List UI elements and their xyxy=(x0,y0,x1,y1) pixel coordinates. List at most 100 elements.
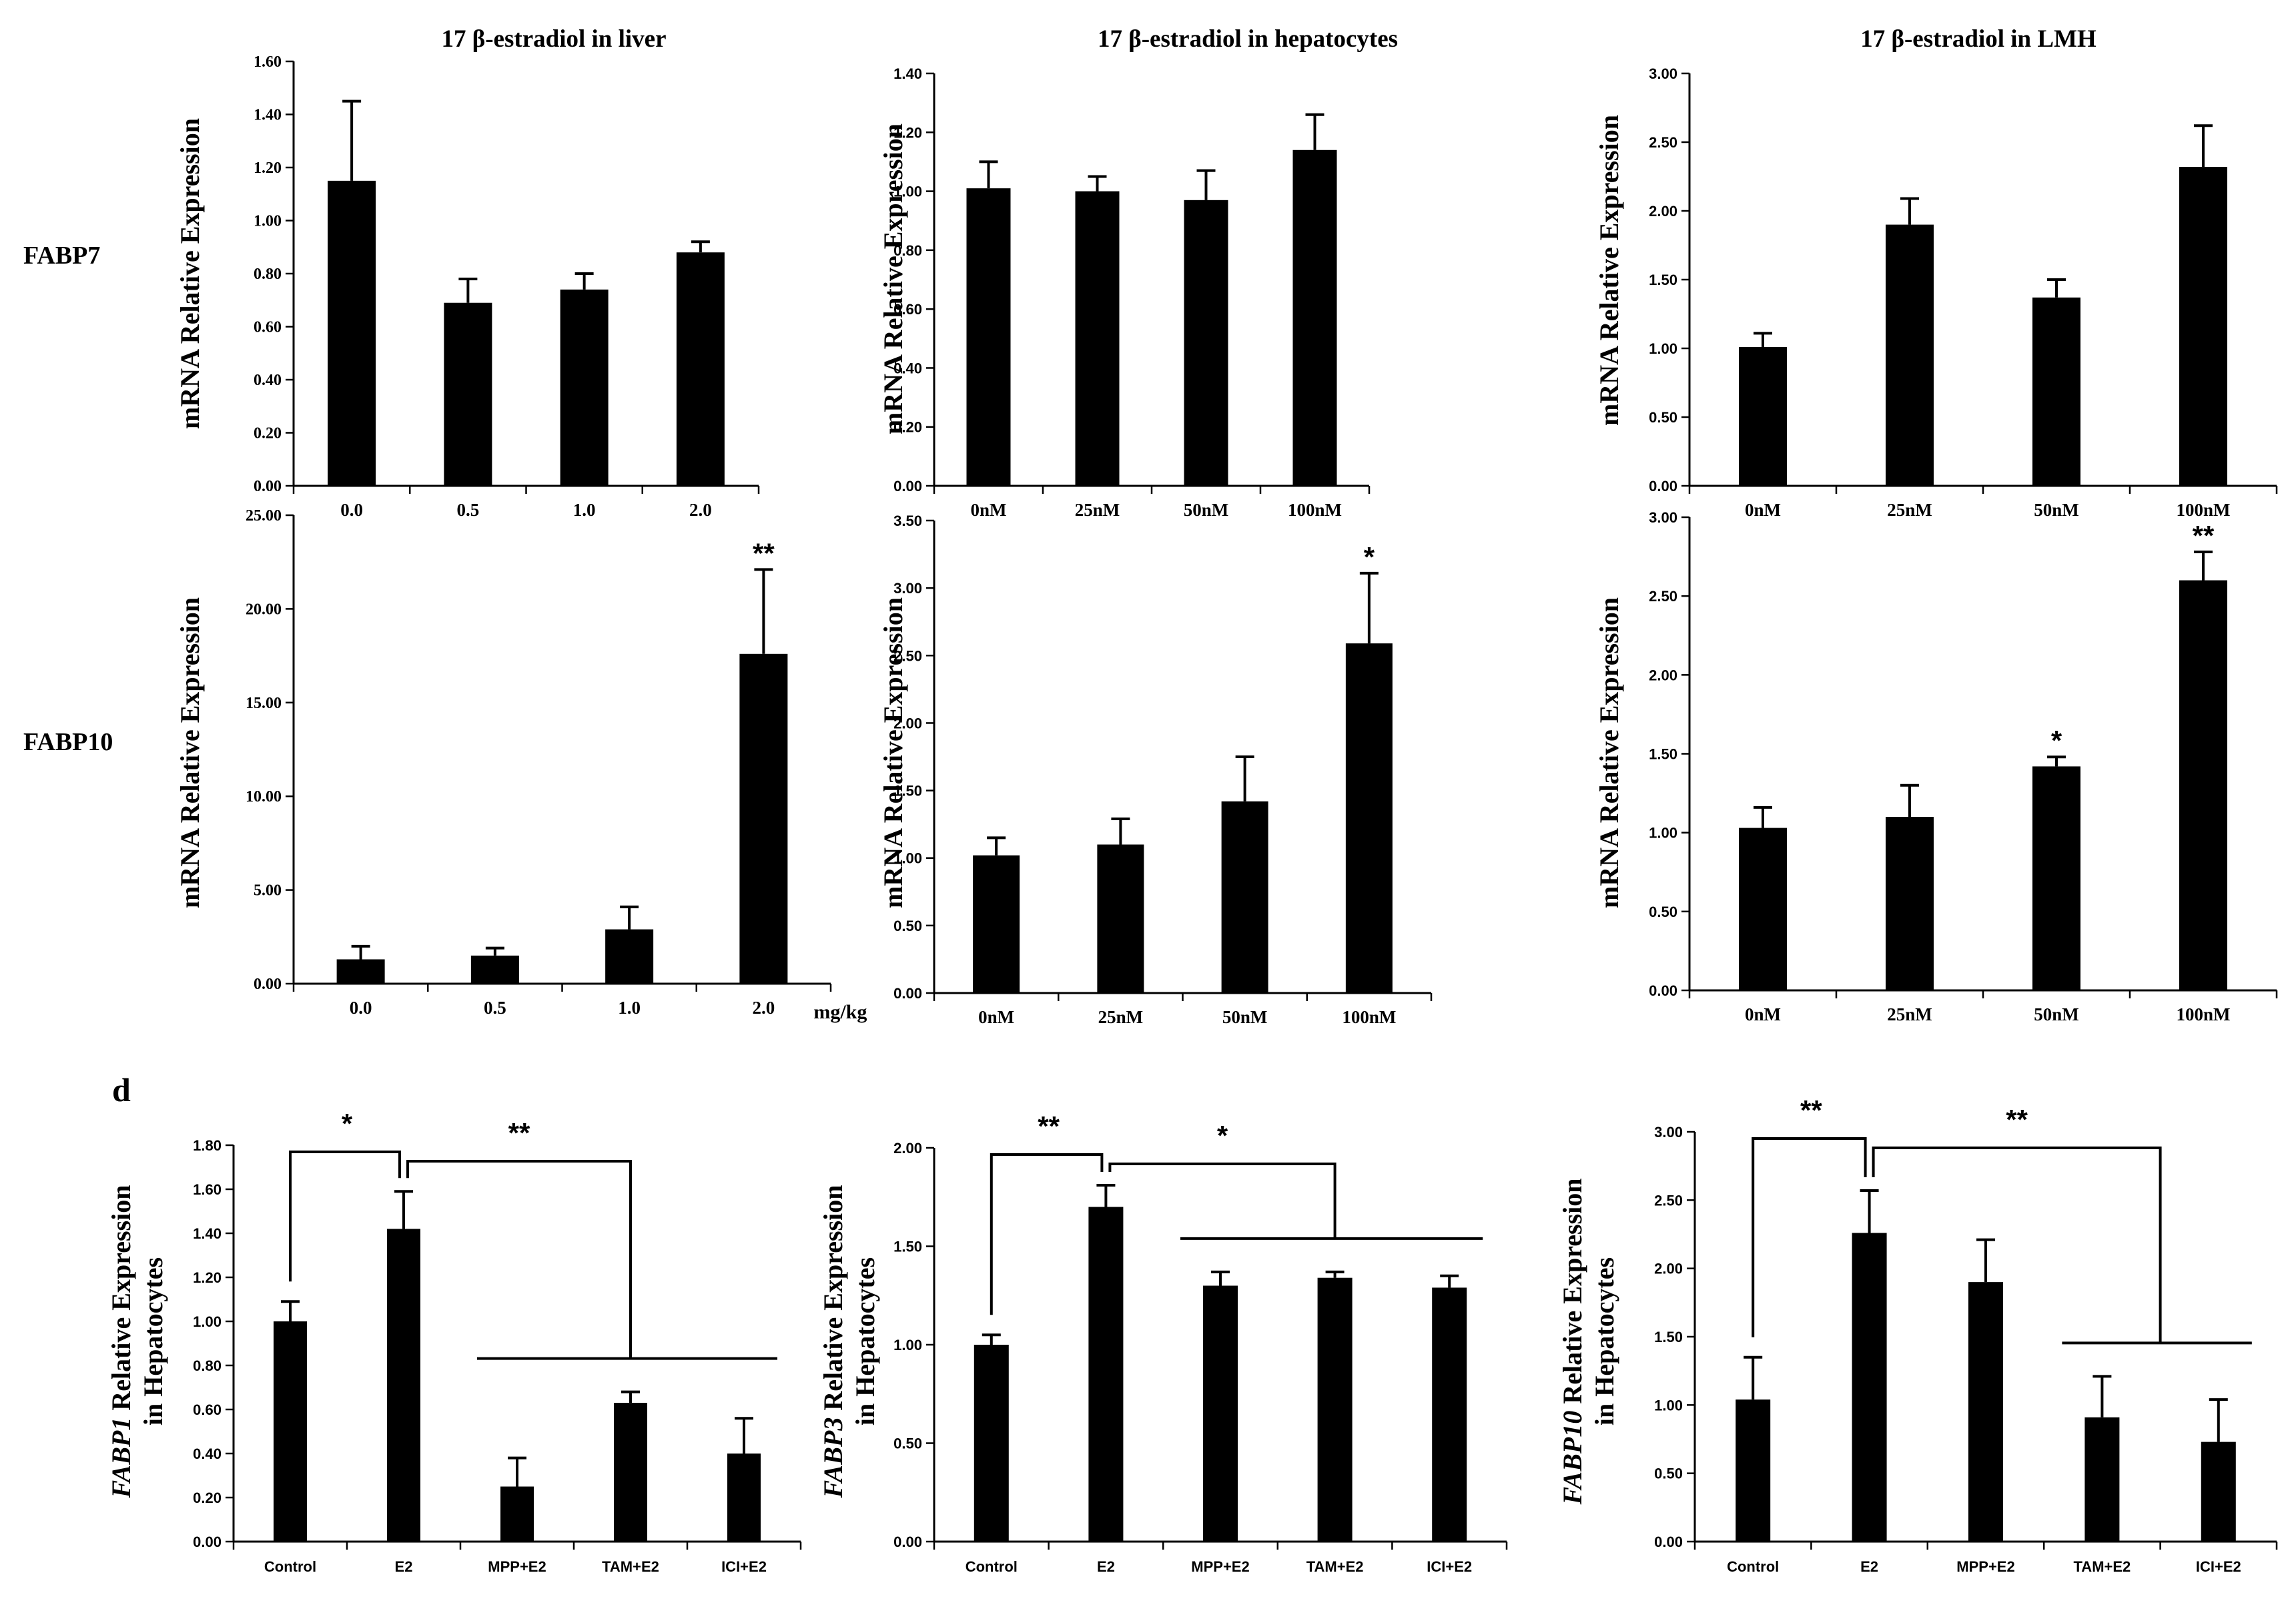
bar xyxy=(1886,817,1934,990)
y-tick-label: 3.00 xyxy=(1649,65,1677,82)
x-tick-label: E2 xyxy=(1860,1558,1878,1575)
y-tick-label: 1.40 xyxy=(893,65,922,82)
x-tick-label: TAM+E2 xyxy=(2074,1558,2131,1575)
y-tick-label: 0.20 xyxy=(254,425,282,442)
y-tick-label: 1.00 xyxy=(893,850,922,867)
x-tick-label: 1.0 xyxy=(573,500,596,520)
y-tick-label: 0.00 xyxy=(893,1534,922,1550)
y-axis-label: mRNA Relative Expression xyxy=(1594,115,1624,426)
y-tick-label: 2.50 xyxy=(1654,1192,1683,1209)
x-tick-label: 2.0 xyxy=(753,998,775,1018)
row-label-fabp10: FABP10 xyxy=(23,728,113,756)
y-axis-label: FABP1 Relative Expression xyxy=(106,1185,136,1499)
y-tick-label: 0.00 xyxy=(254,478,282,495)
comparison-bracket xyxy=(406,1160,632,1359)
x-tick-label: 0.5 xyxy=(457,500,480,520)
chart-title: 17 β-estradiol in hepatocytes xyxy=(1098,25,1398,53)
x-tick-label: MPP+E2 xyxy=(1191,1558,1249,1575)
bar xyxy=(739,653,788,984)
y-tick-label: 0.00 xyxy=(893,478,922,495)
row-label-fabp7: FABP7 xyxy=(23,242,100,270)
x-tick-label: 0nM xyxy=(1745,1004,1781,1024)
y-tick-label: 2.50 xyxy=(893,647,922,664)
bar xyxy=(1075,191,1120,486)
y-axis-label: mRNA Relative Expression xyxy=(1594,597,1624,908)
chart-fabp10-hepatocytes: 0.00 0.50 1.00 1.50 2.00 2.50 3.00 3.50 0nM 25nM 5… xyxy=(878,513,1433,1027)
y-axis-label-line2: in Hepatocytes xyxy=(850,1257,880,1425)
x-tick-label: 0nM xyxy=(978,1007,1014,1027)
bar xyxy=(1886,224,1934,486)
comparison-label: * xyxy=(342,1108,353,1139)
y-axis-gene: FABP3 xyxy=(818,1417,848,1499)
y-tick-label: 5.00 xyxy=(254,882,282,900)
significance-label: ** xyxy=(753,537,775,569)
bar xyxy=(1739,828,1787,990)
bar xyxy=(328,180,376,486)
comparison-label: ** xyxy=(2006,1104,2028,1135)
y-axis-label: FABP10 Relative Expression xyxy=(1557,1179,1587,1506)
y-tick-label: 10.00 xyxy=(246,788,282,806)
bar xyxy=(470,955,519,984)
chart-title: 17 β-estradiol in liver xyxy=(441,25,666,53)
x-tick-label: Control xyxy=(1727,1558,1779,1575)
y-tick-label: 0.00 xyxy=(1649,478,1677,495)
x-tick-label: 100nM xyxy=(1288,500,1342,520)
y-tick-label: 0.40 xyxy=(193,1446,222,1462)
chart-fabp1-treatments: 0.00 0.20 0.40 0.60 0.80 1.00 1.20 1.40 1.60 1.80… xyxy=(106,1108,802,1575)
x-tick-label: MPP+E2 xyxy=(488,1558,546,1575)
y-tick-label: 1.00 xyxy=(893,1337,922,1353)
y-tick-label: 1.60 xyxy=(193,1181,222,1198)
y-axis-label: mRNA Relative Expression xyxy=(175,597,205,908)
bar xyxy=(974,1345,1009,1542)
chart-fabp3-treatments: 0.00 0.50 1.00 1.50 2.00 Control E2 MPP+E2 TAM+E… xyxy=(818,1110,1508,1575)
y-tick-label: 1.50 xyxy=(893,783,922,800)
y-tick-label: 0.50 xyxy=(893,1435,922,1452)
y-axis-label-rest: Relative Expression xyxy=(1557,1179,1587,1411)
significance-label: * xyxy=(2051,725,2062,756)
y-axis-label: mRNA Relative Expression xyxy=(175,118,205,429)
bar xyxy=(1317,1277,1353,1542)
x-tick-label: Control xyxy=(966,1558,1018,1575)
y-tick-label: 0.20 xyxy=(193,1490,222,1506)
x-tick-label: 1.0 xyxy=(618,998,641,1018)
y-tick-label: 0.50 xyxy=(1654,1466,1683,1482)
y-tick-label: 1.00 xyxy=(254,213,282,230)
chart-fabp7-lmh: 0.00 0.50 1.00 1.50 2.00 2.50 3.00 0nM 25nM 50nM 1… xyxy=(1594,25,2278,520)
y-tick-label: 1.00 xyxy=(1649,340,1677,357)
y-tick-label: 0.40 xyxy=(254,372,282,389)
y-tick-label: 1.00 xyxy=(1654,1397,1683,1413)
y-tick-label: 25.00 xyxy=(246,507,282,525)
x-tick-label: 25nM xyxy=(1075,500,1120,520)
x-tick-label: ICI+E2 xyxy=(2196,1558,2241,1575)
bar xyxy=(1852,1233,1887,1542)
panel-label-d: d xyxy=(112,1071,131,1108)
comparison-label: * xyxy=(1217,1120,1228,1151)
y-tick-label: 0.00 xyxy=(254,976,282,993)
x-axis-unit-label: mg/kg xyxy=(813,1001,867,1023)
y-tick-label: 1.60 xyxy=(254,53,282,71)
bar xyxy=(614,1403,647,1542)
y-tick-label: 0.20 xyxy=(893,419,922,436)
x-tick-label: TAM+E2 xyxy=(602,1558,659,1575)
y-axis-gene: FABP1 xyxy=(106,1417,136,1499)
x-tick-label: 0nM xyxy=(1745,500,1781,520)
y-tick-label: 1.80 xyxy=(193,1137,222,1154)
bar xyxy=(1739,346,1787,486)
bar xyxy=(676,252,725,486)
comparison-bracket xyxy=(990,1153,1104,1315)
chart-fabp10-lmh: 0.00 0.50 1.00 1.50 2.00 2.50 3.00 0nM 25nM 50nM *… xyxy=(1594,509,2278,1024)
y-tick-label: 1.00 xyxy=(193,1313,222,1330)
bar xyxy=(1968,1282,2003,1542)
x-tick-label: 0.0 xyxy=(340,500,363,520)
chart-fabp10-liver: 0.00 5.00 10.00 15.00 20.00 25.00 0.0 0.5 1.0 2.0… xyxy=(175,507,867,1023)
bar xyxy=(2179,580,2227,990)
bar xyxy=(1221,801,1268,993)
y-axis-label: mRNA Relative Expression xyxy=(878,597,908,908)
bar xyxy=(2201,1442,2236,1542)
comparison-bracket xyxy=(289,1151,401,1282)
y-tick-label: 3.00 xyxy=(1654,1124,1683,1141)
bar xyxy=(500,1486,534,1542)
bar xyxy=(1345,643,1393,993)
comparison-bracket xyxy=(1752,1137,1867,1337)
y-tick-label: 0.00 xyxy=(1649,982,1677,999)
